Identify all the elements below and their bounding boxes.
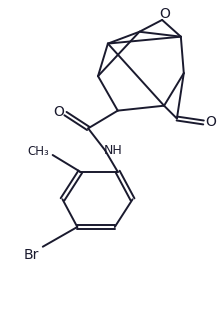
- Text: O: O: [53, 104, 64, 118]
- Text: O: O: [205, 115, 216, 129]
- Text: CH₃: CH₃: [27, 145, 49, 158]
- Text: NH: NH: [103, 144, 122, 156]
- Text: O: O: [160, 7, 170, 21]
- Text: Br: Br: [24, 248, 39, 262]
